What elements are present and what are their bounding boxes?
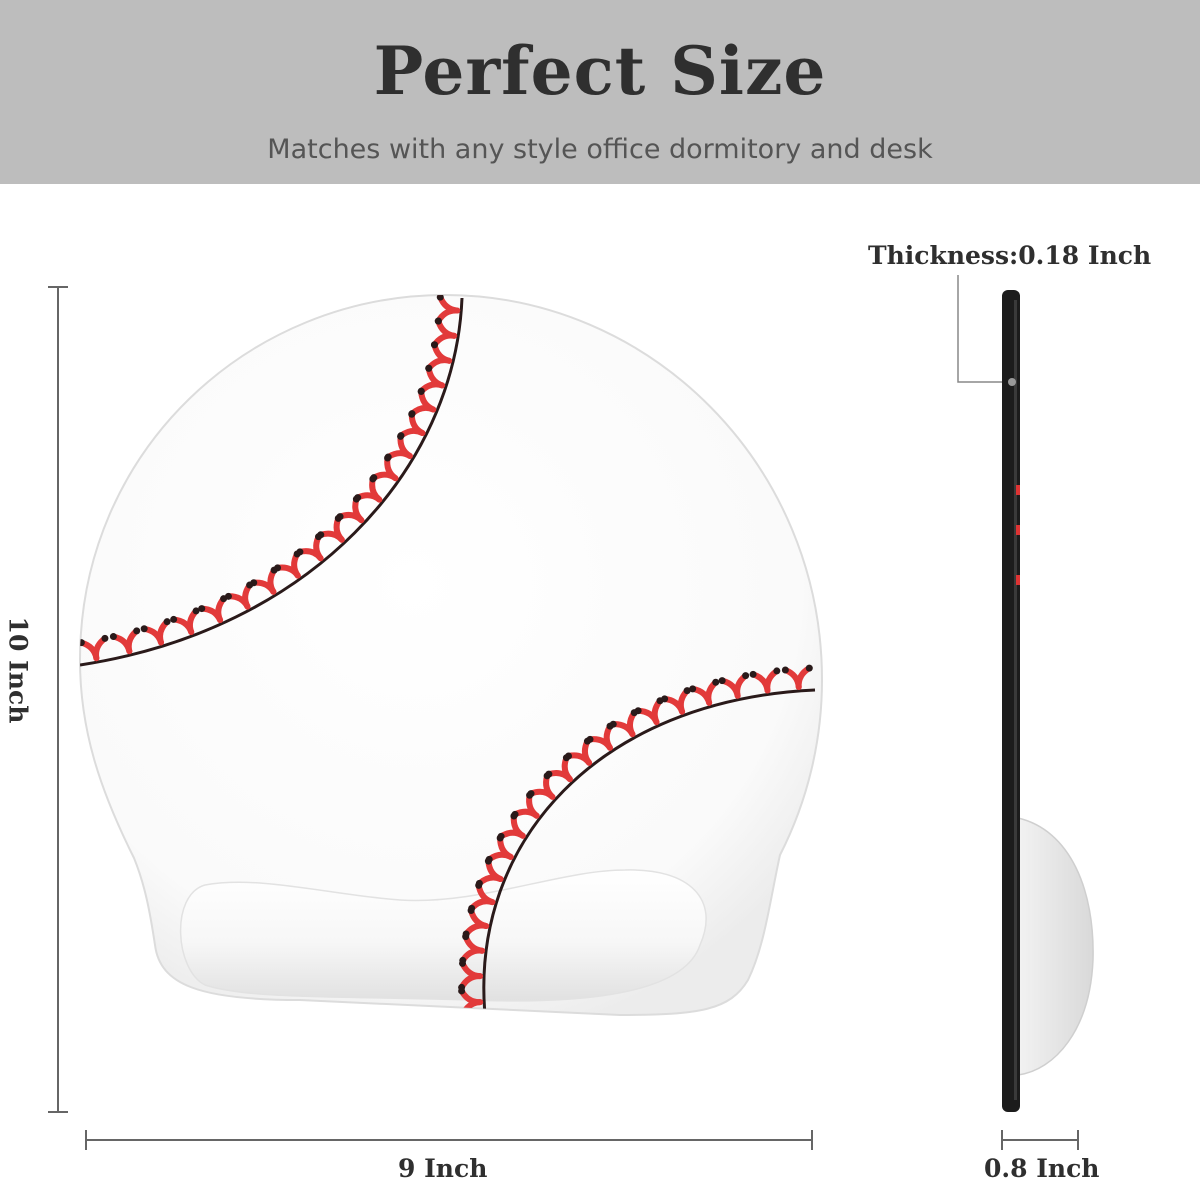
stitch-hole [468, 904, 476, 912]
baseball-stitches-top [80, 295, 461, 662]
stitch-hole [749, 670, 757, 678]
stitch-hole [718, 677, 726, 685]
stitch-hole [270, 566, 278, 574]
side-pad-edge [1002, 290, 1020, 1112]
stitch-hole [417, 388, 425, 396]
stitch-hole [352, 495, 360, 503]
stitch-hole [163, 618, 171, 626]
height-dimension-line [48, 286, 68, 1113]
stitch-hole [109, 633, 117, 641]
stitch-hole [425, 364, 433, 372]
stitch-hole [192, 607, 200, 615]
thickness-leader-line [957, 275, 1012, 383]
stitch-hole [545, 770, 553, 778]
stitch-hole [742, 672, 750, 680]
baseball-seam-top [80, 297, 464, 667]
stitch-hole [436, 295, 444, 301]
stitch-hole [497, 832, 505, 840]
stitch-hole [609, 720, 617, 728]
stitch-hole [430, 341, 438, 349]
baseball-stitches-bottom [458, 664, 813, 1015]
stitch-hole [475, 879, 483, 887]
stitch-hole [369, 475, 377, 483]
stitch-hole [773, 667, 781, 675]
stitch-hole [198, 605, 206, 613]
stitch-hole [434, 317, 442, 325]
stitch-hole [80, 639, 85, 647]
stitch-hole [293, 550, 301, 558]
stitch-hole [485, 855, 493, 863]
stitch-hole [133, 627, 141, 635]
stitch-hole [634, 707, 642, 715]
width-label: 9 Inch [398, 1154, 488, 1183]
width-dimension-line [85, 1130, 813, 1150]
stitch-hole [140, 625, 148, 633]
mouse-pad-top-view [78, 293, 824, 1017]
stitch-hole [315, 533, 323, 541]
stitch-hole [458, 983, 466, 991]
stitch-hole [246, 581, 254, 589]
header-banner [0, 0, 1200, 184]
stitch-hole [781, 666, 789, 674]
stitch-hole [689, 685, 697, 693]
baseball-seam-bottom [482, 688, 816, 1015]
stitch-hole [220, 595, 228, 603]
stitch-hole [101, 634, 109, 642]
wrist-rest [179, 869, 707, 1002]
stitch-hole [459, 1011, 467, 1015]
height-label: 10 Inch [3, 616, 33, 724]
thickness-label: Thickness:0.18 Inch [868, 241, 1152, 270]
mouse-pad-side-view [1002, 290, 1094, 1112]
stitch-hole [805, 664, 813, 672]
page-title: Perfect Size [373, 32, 827, 110]
stitch-hole [334, 514, 342, 522]
stitch-hole [397, 432, 405, 440]
stitch-hole [170, 615, 178, 623]
stitch-hole [511, 810, 519, 818]
stitch-hole [459, 956, 467, 964]
stitch-hole [683, 687, 691, 695]
stitch-hole [565, 752, 573, 760]
stitch-hole [408, 410, 416, 418]
stitch-hole [384, 454, 392, 462]
stitch-hole [527, 790, 535, 798]
side-wrist-rest [1017, 817, 1094, 1076]
stitch-hole [462, 930, 470, 938]
stitch-hole [661, 695, 669, 703]
depth-dimension-line [1001, 1130, 1079, 1150]
stitch-hole [712, 678, 720, 686]
depth-label: 0.8 Inch [984, 1154, 1100, 1183]
stitch-hole [586, 735, 594, 743]
page-subtitle: Matches with any style office dormitory … [267, 134, 933, 165]
